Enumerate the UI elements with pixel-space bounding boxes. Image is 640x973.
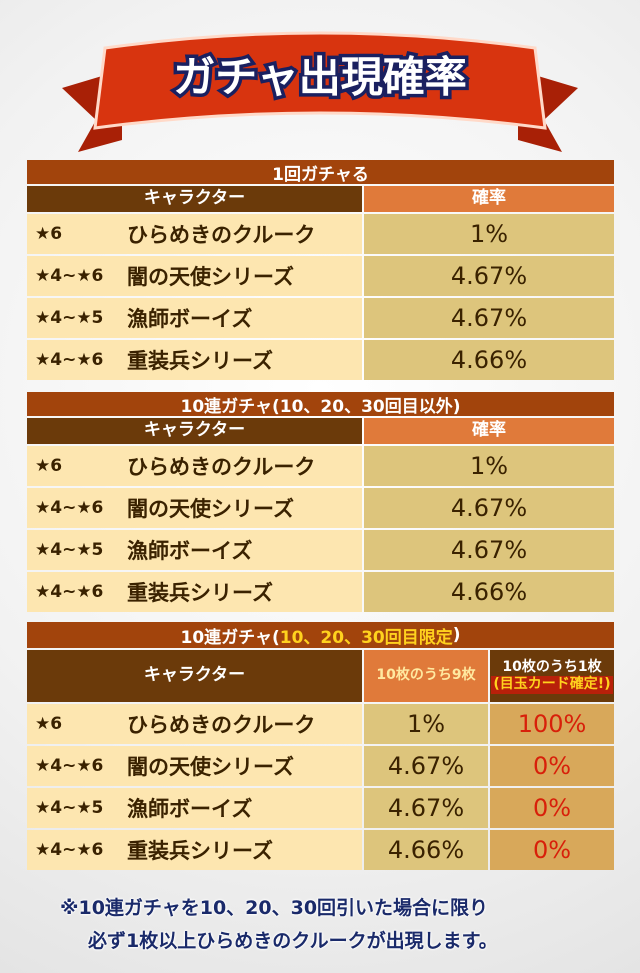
rarity: ★4~★5 (35, 540, 104, 560)
character-name: ひらめきのクルーク (127, 223, 316, 247)
rate-cell: 4.67% (364, 256, 614, 296)
rate-cell: 4.66% (364, 830, 488, 870)
row-label-cell: ★4~★6 闇の天使シリーズ (27, 746, 362, 786)
row-label-cell: ★6 ひらめきのクルーク (27, 704, 362, 744)
heading-part: 10、20、30回目限定 (279, 627, 453, 648)
rate-cell: 1% (364, 704, 488, 744)
column-header-line: 10枚のうち1枚 (502, 658, 602, 675)
column-header-text: 10枚のうち9枚 (376, 667, 476, 684)
column-header-text: 確率 (472, 420, 506, 441)
rate-cell: 4.66% (364, 572, 614, 612)
note-line: 必ず1枚以上ひらめきのクルークが出現します。 (88, 930, 498, 952)
heading-text: 10連ガチャ(10、20、30回目以外) (180, 396, 461, 417)
rarity: ★4~★5 (35, 798, 104, 818)
rate-cell: 1% (364, 214, 614, 254)
character-name: 漁師ボーイズ (127, 539, 253, 563)
rarity: ★4~★6 (35, 756, 104, 776)
rarity: ★6 (35, 224, 63, 244)
rate-cell: 100% (490, 704, 614, 744)
note-line: ※10連ガチャを10、20、30回引いた場合に限り (60, 897, 489, 919)
row-label-cell: ★4~★6 重装兵シリーズ (27, 340, 362, 380)
character-name: 闇の天使シリーズ (127, 265, 294, 289)
character-name: 重装兵シリーズ (127, 349, 273, 373)
character-name: 重装兵シリーズ (127, 839, 273, 863)
character-name: 重装兵シリーズ (127, 581, 273, 605)
column-header-line: (目玉カード確定!) (491, 676, 613, 694)
rate-cell: 4.67% (364, 530, 614, 570)
rate-cell: 0% (490, 788, 614, 828)
rate-cell: 4.66% (364, 340, 614, 380)
column-header-text: キャラクター (143, 665, 246, 686)
row-label-cell: ★4~★5 漁師ボーイズ (27, 788, 362, 828)
character-name: 闇の天使シリーズ (127, 497, 294, 521)
section-heading: 10連ガチャ(10、20、30回目限定) (27, 622, 614, 648)
row-label-cell: ★4~★5 漁師ボーイズ (27, 298, 362, 338)
section-heading: 10連ガチャ(10、20、30回目以外) (27, 392, 614, 417)
column-header: キャラクター (27, 650, 362, 702)
column-header: 確率 (364, 186, 614, 212)
rarity: ★4~★6 (35, 498, 104, 518)
title: ガチャ出現確率 (173, 53, 467, 102)
row-label-cell: ★4~★5 漁師ボーイズ (27, 530, 362, 570)
rate-cell: 4.67% (364, 788, 488, 828)
character-name: ひらめきのクルーク (127, 713, 316, 737)
column-header: キャラクター (27, 186, 362, 212)
rarity: ★4~★5 (35, 308, 104, 328)
rate-cell: 0% (490, 830, 614, 870)
heading-text: 1回ガチャる (272, 164, 369, 185)
column-header-text: キャラクター (143, 188, 246, 209)
rate-cell: 4.67% (364, 298, 614, 338)
column-header: 10枚のうち1枚 (目玉カード確定!) (490, 650, 614, 702)
row-label-cell: ★6 ひらめきのクルーク (27, 214, 362, 254)
column-header-text: キャラクター (143, 420, 246, 441)
rate-cell: 4.67% (364, 488, 614, 528)
rarity: ★4~★6 (35, 582, 104, 602)
rarity: ★6 (35, 714, 63, 734)
character-name: 闇の天使シリーズ (127, 755, 294, 779)
ribbon (93, 31, 547, 130)
row-label-cell: ★4~★6 重装兵シリーズ (27, 830, 362, 870)
row-label-cell: ★6 ひらめきのクルーク (27, 446, 362, 486)
rate-cell: 0% (490, 746, 614, 786)
rate-cell: 4.67% (364, 746, 488, 786)
character-name: 漁師ボーイズ (127, 307, 253, 331)
title-banner: ガチャ出現確率 (62, 31, 578, 152)
rate-cell: 1% (364, 446, 614, 486)
row-label-cell: ★4~★6 闇の天使シリーズ (27, 256, 362, 296)
section-heading: 1回ガチャる (27, 160, 614, 185)
character-name: ひらめきのクルーク (127, 455, 316, 479)
column-header: キャラクター (27, 418, 362, 444)
row-label-cell: ★4~★6 重装兵シリーズ (27, 572, 362, 612)
rarity: ★6 (35, 456, 63, 476)
heading-part: ) (452, 625, 461, 645)
column-header: 10枚のうち9枚 (364, 650, 488, 702)
character-name: 漁師ボーイズ (127, 797, 253, 821)
column-header-text: 確率 (472, 188, 506, 209)
rarity: ★4~★6 (35, 350, 104, 370)
rarity: ★4~★6 (35, 840, 104, 860)
column-header: 確率 (364, 418, 614, 444)
heading-part: 10連ガチャ( (180, 627, 280, 648)
rarity: ★4~★6 (35, 266, 104, 286)
row-label-cell: ★4~★6 闇の天使シリーズ (27, 488, 362, 528)
